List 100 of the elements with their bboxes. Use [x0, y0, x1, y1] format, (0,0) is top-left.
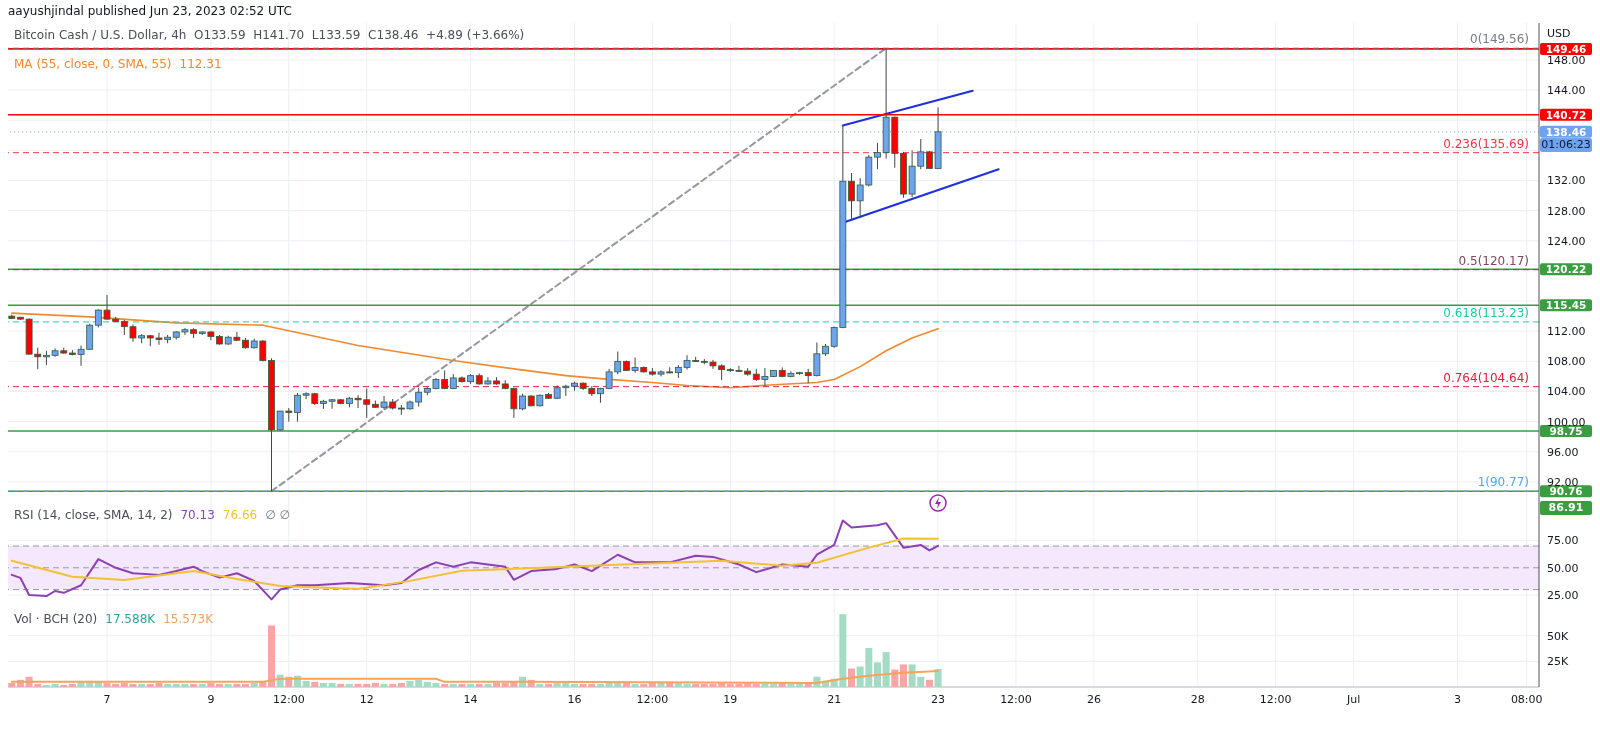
ref-line-label: 115.45 — [1545, 299, 1587, 312]
bar — [389, 683, 397, 687]
annotation: ∅ ∅ — [265, 508, 290, 522]
x-tick-label: 28 — [1190, 692, 1205, 706]
bar — [674, 682, 682, 687]
x-tick-label: 3 — [1453, 692, 1461, 706]
y-tick-label: 132.00 — [1547, 174, 1586, 188]
bar — [233, 683, 241, 687]
ref-line-label: 98.75 — [1549, 425, 1583, 438]
bar — [467, 683, 475, 687]
ref-line-label: 1(90.77) — [1477, 475, 1529, 490]
bar — [648, 682, 656, 687]
bar — [216, 683, 224, 687]
bar — [190, 683, 198, 687]
bar — [345, 683, 353, 687]
x-tick-label: 19 — [723, 692, 738, 706]
y-tick-label: 124.00 — [1547, 234, 1586, 248]
bar — [899, 664, 907, 687]
ref-line-label: 90.76 — [1549, 485, 1583, 498]
bar — [692, 683, 700, 687]
bar — [397, 682, 405, 687]
ref-line-label: 120.22 — [1545, 263, 1587, 276]
bar — [493, 682, 501, 687]
bar — [328, 682, 336, 687]
bar — [42, 684, 50, 687]
ref-line-label: 140.72 — [1545, 108, 1587, 121]
bar — [934, 668, 942, 687]
x-tick-label: Jul — [1345, 692, 1361, 706]
bar — [242, 683, 250, 687]
bar — [770, 683, 778, 687]
x-tick-label: 12:00 — [272, 692, 305, 706]
y-tick-label: 25K — [1547, 655, 1569, 669]
bar — [449, 683, 457, 687]
bar — [761, 683, 769, 687]
y-tick-label: 50K — [1547, 629, 1569, 643]
x-tick-label: 16 — [567, 692, 582, 706]
annotation: 76.66 — [222, 508, 258, 522]
ref-line-label: 0.618(113.23) — [1443, 305, 1529, 320]
line-series — [10, 670, 940, 684]
x-tick-label: 12 — [359, 692, 374, 706]
text: 86.91 — [1540, 501, 1592, 515]
ref-line-label: 138.46 — [1545, 125, 1587, 138]
x-tick-label: 26 — [1086, 692, 1101, 706]
text: Bitcoin Cash / U.S. Dollar, 4h O133.59 H141.70 L133.59 C138.46 +4.89 (+3.66%) — [14, 28, 525, 42]
bar — [267, 625, 275, 687]
chart-title: aayushjindal published Jun 23, 2023 02:52 UTC — [8, 4, 292, 18]
bar — [302, 680, 310, 687]
y-tick-label: 148.00 — [1547, 53, 1586, 67]
line-series — [10, 312, 939, 389]
bar — [60, 684, 68, 687]
text: 01:06:23 — [1540, 137, 1592, 152]
bar — [787, 683, 795, 687]
ref-line-label: 149.46 — [1545, 42, 1587, 55]
bar — [371, 682, 379, 687]
bar — [752, 683, 760, 687]
bar — [683, 683, 691, 687]
bar — [311, 681, 319, 687]
bar — [475, 683, 483, 687]
ref-line-label: 0(149.56) — [1470, 32, 1529, 47]
bar — [337, 683, 345, 687]
bar — [640, 683, 648, 687]
bar — [545, 683, 553, 687]
y-tick-label: 96.00 — [1547, 445, 1579, 459]
ref-line-label: 0.236(135.69) — [1443, 136, 1529, 151]
x-tick-label: 7 — [103, 692, 111, 706]
bar — [570, 683, 578, 687]
bar — [873, 662, 881, 687]
bar — [68, 683, 76, 687]
y-tick-label: 104.00 — [1547, 385, 1586, 399]
bar — [536, 683, 544, 687]
candlestick — [848, 172, 855, 220]
y-tick-label: 25.00 — [1547, 588, 1579, 602]
x-tick-label: 12:00 — [1259, 692, 1292, 706]
bar — [484, 683, 492, 687]
y-tick-label: 128.00 — [1547, 204, 1586, 218]
bar — [8, 682, 16, 687]
bar — [224, 683, 232, 687]
annotation: 15.573K — [163, 612, 213, 626]
y-tick-label: 75.00 — [1547, 534, 1579, 548]
bar — [441, 683, 449, 687]
bar — [622, 682, 630, 687]
bar — [51, 683, 59, 687]
x-tick-label: 08:00 — [1510, 692, 1543, 706]
bar — [657, 682, 665, 687]
bar — [882, 652, 890, 687]
chart-title: Vol · BCH (20) — [14, 612, 98, 626]
y-axis-title: USD — [1547, 27, 1571, 40]
bar — [164, 683, 172, 687]
y-tick-label: 50.00 — [1547, 561, 1579, 575]
bar — [925, 679, 933, 687]
ref-line-label: 0.5(120.17) — [1458, 253, 1529, 268]
bar — [631, 683, 639, 687]
annotation: 70.13 — [180, 508, 215, 522]
bar — [380, 683, 388, 687]
bar — [596, 683, 604, 687]
x-tick-label: 14 — [463, 692, 478, 706]
line-series — [10, 519, 940, 601]
annotation: 112.31 — [179, 57, 222, 71]
x-tick-label: 12:00 — [636, 692, 669, 706]
x-tick-label: 23 — [931, 692, 946, 706]
